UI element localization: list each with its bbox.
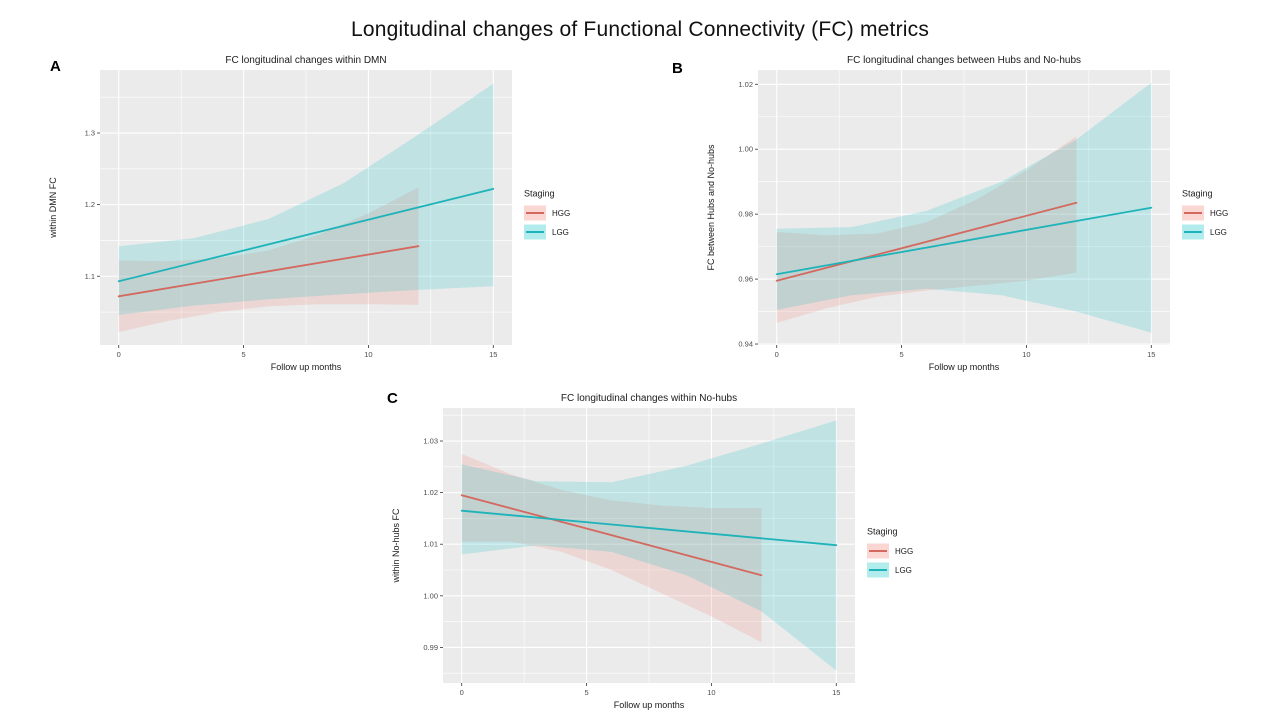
panel-b-letter: B xyxy=(672,60,683,77)
figure-title: Longitudinal changes of Functional Conne… xyxy=(350,18,930,41)
y-tick-label: 1.2 xyxy=(85,200,95,209)
lgg-trend-line xyxy=(117,187,495,283)
hgg-trend-line xyxy=(775,201,1078,282)
y-tick-label: 1.02 xyxy=(423,488,438,497)
x-axis-title-c: Follow up months xyxy=(614,700,685,710)
lgg-trend-line xyxy=(460,509,838,547)
y-tick-label: 1.00 xyxy=(423,591,438,600)
hgg-trend-line xyxy=(460,494,763,577)
panel-c-letter: C xyxy=(387,390,398,407)
x-tick-label: 0 xyxy=(117,350,121,359)
panel-title-b: FC longitudinal changes between Hubs and… xyxy=(847,55,1081,66)
legend-label-hgg: HGG xyxy=(1210,209,1228,218)
legend-title-b: Staging xyxy=(1182,189,1213,199)
x-tick-label: 15 xyxy=(832,688,840,697)
y-tick-label: 0.99 xyxy=(423,643,438,652)
panel-b-chart: 0 5 10 15 0.94 0.96 0.98 1.00 1.02 FC longitudina… xyxy=(706,55,1228,372)
lgg-confidence-ribbon xyxy=(118,83,494,315)
legend-label-hgg: HGG xyxy=(895,547,913,556)
x-tick-label: 15 xyxy=(489,350,497,359)
panel-b: B 0 5 10 15 0.94 0.96 0.98 1.00 1.02 FC longitudi… xyxy=(672,50,1280,380)
panel-c-chart: 0 5 10 15 0.99 1.00 1.01 1.02 1.03 FC longitudina… xyxy=(391,393,913,710)
hgg-confidence-ribbon xyxy=(118,187,419,333)
panel-title-a: FC longitudinal changes within DMN xyxy=(225,55,386,66)
panel-title-c: FC longitudinal changes within No-hubs xyxy=(561,393,737,404)
legend-label-lgg: LGG xyxy=(552,228,569,237)
panel-a-chart: 0 5 10 15 1.1 1.2 1.3 FC longitudinal changes w… xyxy=(48,55,570,372)
x-tick-label: 10 xyxy=(707,688,715,697)
y-tick-label: 1.01 xyxy=(423,540,438,549)
panel-c: C 0 5 10 15 0.99 1.00 1.01 1.02 1.03 FC longitudi… xyxy=(385,388,985,718)
panel-a-letter: A xyxy=(50,58,61,75)
legend-title-a: Staging xyxy=(524,189,555,199)
hgg-confidence-ribbon xyxy=(461,453,762,643)
y-axis-title-c: within No-hubs FC xyxy=(391,508,401,584)
y-tick-label: 1.02 xyxy=(738,80,753,89)
legend-label-lgg: LGG xyxy=(1210,228,1227,237)
lgg-confidence-ribbon xyxy=(776,82,1152,333)
x-tick-label: 0 xyxy=(775,350,779,359)
x-tick-label: 0 xyxy=(460,688,464,697)
legend-title-c: Staging xyxy=(867,527,898,537)
x-tick-label: 10 xyxy=(364,350,372,359)
y-axis-title-b: FC between Hubs and No-hubs xyxy=(706,144,716,271)
x-tick-label: 5 xyxy=(584,688,588,697)
panel-a: A 0 5 10 15 1.1 1.2 1.3 FC longitudinal changes… xyxy=(42,50,642,380)
y-tick-label: 0.94 xyxy=(738,340,753,349)
y-tick-label: 0.96 xyxy=(738,275,753,284)
x-tick-label: 5 xyxy=(241,350,245,359)
x-tick-label: 10 xyxy=(1022,350,1030,359)
x-tick-label: 15 xyxy=(1147,350,1155,359)
y-tick-label: 1.03 xyxy=(423,437,438,446)
y-tick-label: 1.00 xyxy=(738,145,753,154)
y-tick-label: 1.1 xyxy=(85,272,95,281)
x-axis-title-b: Follow up months xyxy=(929,362,1000,372)
x-axis-title-a: Follow up months xyxy=(271,362,342,372)
hgg-trend-line xyxy=(117,245,420,298)
legend-label-hgg: HGG xyxy=(552,209,570,218)
legend-label-lgg: LGG xyxy=(895,566,912,575)
hgg-confidence-ribbon xyxy=(776,136,1077,323)
lgg-trend-line xyxy=(775,206,1153,276)
y-tick-label: 0.98 xyxy=(738,210,753,219)
y-tick-label: 1.3 xyxy=(85,129,95,138)
x-tick-label: 5 xyxy=(899,350,903,359)
y-axis-title-a: within DMN FC xyxy=(48,177,58,239)
